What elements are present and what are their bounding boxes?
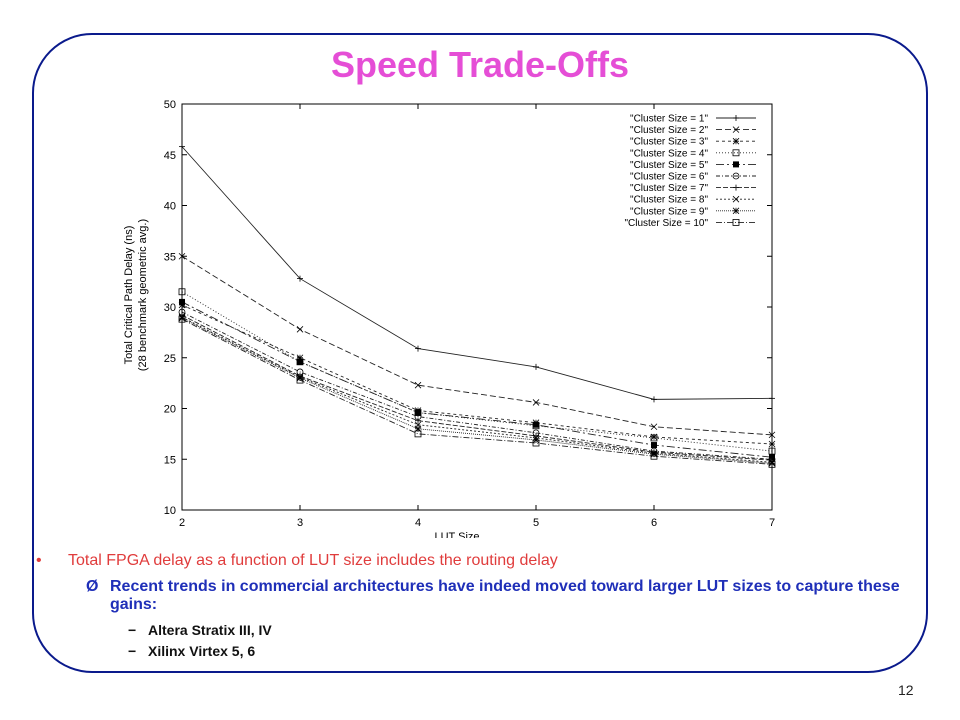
x-tick-label: 5 bbox=[533, 517, 539, 529]
y-tick-label: 10 bbox=[164, 505, 176, 517]
x-tick-label: 3 bbox=[297, 517, 303, 529]
slide-frame bbox=[32, 33, 928, 673]
legend-marker bbox=[732, 219, 740, 226]
bullet-dot: • bbox=[36, 552, 42, 569]
data-point bbox=[297, 358, 303, 365]
data-point bbox=[532, 439, 540, 447]
series-line bbox=[181, 314, 773, 461]
legend-marker bbox=[732, 207, 740, 215]
legend-entry: "Cluster Size = 10" bbox=[624, 218, 708, 229]
data-point bbox=[179, 143, 185, 150]
series-6 bbox=[178, 308, 776, 463]
data-point bbox=[532, 399, 540, 406]
series-2 bbox=[178, 252, 776, 439]
legend-entry: "Cluster Size = 7" bbox=[630, 183, 708, 194]
y-tick-label: 50 bbox=[164, 99, 176, 111]
data-point bbox=[415, 409, 421, 416]
data-point bbox=[533, 363, 539, 370]
data-point bbox=[651, 396, 657, 403]
dash-bullet-icon: − bbox=[128, 622, 137, 638]
slide-title: Speed Trade-Offs bbox=[330, 44, 630, 85]
legend-marker bbox=[733, 115, 739, 121]
data-point bbox=[650, 434, 658, 442]
series-line bbox=[181, 311, 773, 460]
bullet-sub-text: Recent trends in commercial architecture… bbox=[110, 578, 900, 613]
legend-marker bbox=[732, 137, 740, 145]
data-point bbox=[179, 298, 185, 305]
legend-entry: "Cluster Size = 3" bbox=[630, 137, 708, 148]
legend-marker bbox=[733, 161, 739, 168]
data-point bbox=[768, 431, 776, 439]
legend-entry: "Cluster Size = 8" bbox=[630, 195, 708, 206]
series-line bbox=[181, 318, 773, 465]
data-point bbox=[650, 450, 658, 458]
data-point bbox=[769, 395, 775, 402]
legend-marker bbox=[732, 149, 740, 157]
y-tick-label: 40 bbox=[164, 201, 176, 213]
series-7 bbox=[179, 312, 775, 464]
series-1 bbox=[179, 143, 775, 403]
legend-entry: "Cluster Size = 9" bbox=[630, 206, 708, 217]
legend-entry: "Cluster Size = 1" bbox=[630, 114, 708, 125]
series-line bbox=[181, 304, 773, 445]
data-point bbox=[651, 442, 657, 449]
series-10 bbox=[178, 315, 776, 468]
legend-marker bbox=[733, 184, 739, 191]
series-8 bbox=[178, 313, 776, 466]
series-3 bbox=[178, 301, 776, 448]
legend-entry: "Cluster Size = 5" bbox=[630, 160, 708, 171]
list-item-text: Altera Stratix III, IV bbox=[148, 622, 272, 638]
x-tick-label: 7 bbox=[769, 517, 775, 529]
y-tick-label: 25 bbox=[164, 353, 176, 365]
legend-entry: "Cluster Size = 2" bbox=[630, 125, 708, 136]
y-tick-label: 20 bbox=[164, 404, 176, 416]
data-point bbox=[768, 447, 776, 455]
series-line bbox=[181, 146, 773, 400]
data-point bbox=[297, 275, 303, 282]
data-point bbox=[178, 315, 186, 323]
data-point bbox=[415, 417, 421, 424]
data-point bbox=[768, 460, 776, 468]
data-point bbox=[296, 376, 304, 384]
series-5 bbox=[179, 298, 775, 461]
x-tick-label: 6 bbox=[651, 517, 657, 529]
data-point bbox=[414, 430, 422, 438]
series-line bbox=[181, 255, 773, 436]
data-point bbox=[769, 454, 775, 461]
data-point bbox=[650, 452, 658, 460]
y-tick-label: 45 bbox=[164, 150, 176, 162]
y-axis-label: (28 benchmark geometric avg.) bbox=[137, 219, 149, 371]
legend-entry: "Cluster Size = 4" bbox=[630, 148, 708, 159]
data-point bbox=[178, 252, 186, 260]
data-point bbox=[414, 381, 422, 389]
data-point bbox=[768, 440, 776, 448]
legend-marker bbox=[732, 172, 740, 180]
legend-marker bbox=[732, 126, 740, 133]
arrow-bullet-icon: Ø bbox=[86, 578, 99, 595]
dash-bullet-icon: − bbox=[128, 643, 137, 659]
list-item-text: Xilinx Virtex 5, 6 bbox=[148, 643, 256, 659]
data-point bbox=[533, 421, 539, 428]
y-tick-label: 35 bbox=[164, 251, 176, 263]
series-line bbox=[181, 301, 773, 458]
y-axis-label: Total Critical Path Delay (ns) bbox=[123, 226, 135, 365]
x-tick-label: 4 bbox=[415, 517, 421, 529]
bullet-main-text: Total FPGA delay as a function of LUT si… bbox=[68, 552, 558, 569]
legend-entry: "Cluster Size = 6" bbox=[630, 172, 708, 183]
x-axis-label: LUT Size bbox=[434, 531, 479, 538]
series-line bbox=[181, 317, 773, 464]
page-number: 12 bbox=[898, 682, 914, 698]
data-point bbox=[296, 326, 304, 333]
y-tick-label: 15 bbox=[164, 454, 176, 466]
data-point bbox=[415, 345, 421, 352]
data-point bbox=[178, 288, 186, 296]
data-point bbox=[650, 423, 658, 431]
series-line bbox=[181, 316, 773, 463]
series-9 bbox=[178, 314, 776, 467]
series-line bbox=[181, 291, 773, 452]
y-tick-label: 30 bbox=[164, 302, 176, 314]
x-tick-label: 2 bbox=[179, 517, 185, 529]
legend-marker bbox=[732, 195, 740, 203]
